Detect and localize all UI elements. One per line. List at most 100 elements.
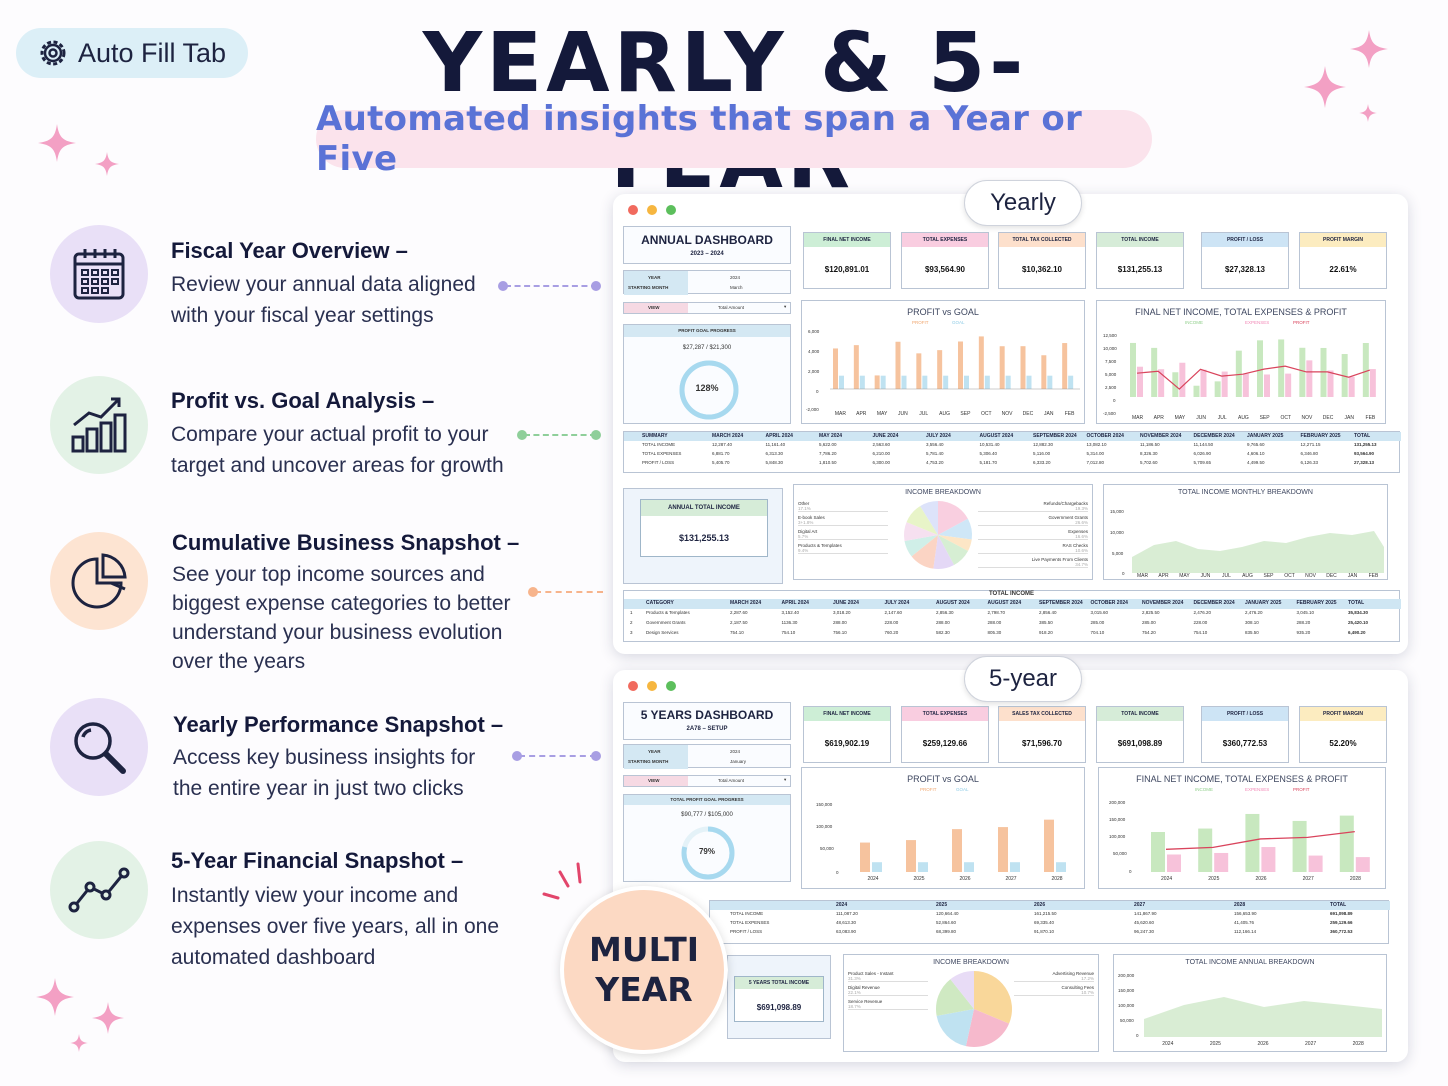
goal-progress-ring xyxy=(681,826,735,880)
year-value[interactable]: 2024 xyxy=(730,749,741,754)
table-header-cell: MAY 2024 xyxy=(819,433,843,439)
year-value[interactable]: 2024 xyxy=(730,275,741,280)
table-cell: 288.00 xyxy=(936,620,950,625)
five-year-total-label: 5 YEARS TOTAL INCOME xyxy=(735,977,823,989)
table-cell: 63,083.90 xyxy=(836,929,857,934)
table-cell: 4,606.10 xyxy=(1247,451,1265,456)
x-tick-label: MAR xyxy=(834,411,846,417)
start-month-value[interactable]: March xyxy=(730,285,743,290)
y-tick: 7,500 xyxy=(1105,359,1117,364)
table-cell: 5,116.00 xyxy=(1033,451,1051,456)
table-cell: 2,856.40 xyxy=(1039,610,1057,615)
kpi-value: $93,564.90 xyxy=(924,265,966,274)
table-cell: 228.00 xyxy=(1193,620,1208,625)
chart-title: TOTAL INCOME MONTHLY BREAKDOWN xyxy=(1178,489,1313,496)
kpi-card: FINAL NET INCOME $619,902.19 xyxy=(803,706,891,763)
table-header-cell: JANUARY 2025 xyxy=(1245,600,1282,606)
window-maximize-dot xyxy=(666,681,676,691)
view-selector[interactable]: VIEW Total Amount ▾ xyxy=(623,775,791,787)
multi-year-line2: YEAR xyxy=(595,970,693,1009)
breakdown-label: Advertising Revenue 17.2% xyxy=(1014,971,1094,982)
x-tick-label: 2027 xyxy=(1005,876,1017,882)
feature-icon-circle xyxy=(50,698,148,796)
x-axis-labels: 2024 2025 2026 2027 2028 xyxy=(850,876,1080,884)
breakdown-label: Other 17.1% xyxy=(798,501,888,512)
legend-income: INCOME xyxy=(1195,787,1213,792)
profit-line xyxy=(1136,365,1371,390)
x-tick-label: JUL xyxy=(919,411,929,417)
kpi-header: TOTAL INCOME xyxy=(1097,707,1183,721)
profit-bar xyxy=(853,345,859,389)
table-header-cell: OCTOBER 2024 xyxy=(1086,433,1124,439)
connector-dot xyxy=(591,281,601,291)
chart-title: FINAL NET INCOME, TOTAL EXPENSES & PROFI… xyxy=(1135,307,1347,317)
income-bar xyxy=(1235,350,1242,397)
summary-table: SUMMARY MARCH 2024 APRIL 2024 MAY 2024 JUNE … xyxy=(623,431,1401,473)
feature-description: Compare your actual profit to your target… xyxy=(171,423,504,477)
table-cell: 754.10 xyxy=(781,630,796,635)
table-cell: 48,613.30 xyxy=(836,920,857,925)
legend-profit: PROFIT xyxy=(920,787,937,792)
x-tick-label: MAY xyxy=(1179,573,1190,579)
dashboard-title-panel: 5 YEARS DASHBOARD 2A78 – SETUP xyxy=(623,702,791,740)
table-cell: 1 xyxy=(630,610,633,615)
connector-line xyxy=(524,434,596,436)
view-selector[interactable]: VIEW Total Amount ▾ xyxy=(623,302,791,314)
x-tick-label: 2024 xyxy=(867,876,879,882)
table-cell: 6,300.00 xyxy=(872,460,891,465)
magnifier-icon xyxy=(74,722,126,774)
table-cell: 756.10 xyxy=(833,630,847,635)
breakdown-label: Government Grants 26.6% xyxy=(978,515,1088,526)
feature-icon-circle xyxy=(50,376,148,474)
goal-bar xyxy=(922,375,928,389)
table-cell: 93,564.90 xyxy=(1354,451,1375,456)
sparkle-icon xyxy=(36,978,74,1016)
monthly-income-chart: TOTAL INCOME MONTHLY BREAKDOWN 15,000 10… xyxy=(1103,484,1388,580)
table-cell: 5,314.00 xyxy=(1086,451,1105,456)
table-cell: 288.20 xyxy=(1296,620,1311,625)
kpi-card: TOTAL INCOME $131,255.13 xyxy=(1096,232,1184,289)
legend-income: INCOME xyxy=(1185,320,1203,325)
kpi-card: PROFIT MARGIN 52.20% xyxy=(1299,706,1387,763)
table-header-row xyxy=(624,432,1401,441)
table-cell: 27,328.13 xyxy=(1354,460,1375,465)
goal-bar xyxy=(1056,862,1066,872)
pie-slice xyxy=(974,971,1012,1024)
x-tick-label: JAN xyxy=(1344,415,1354,421)
table-cell: 7,786.20 xyxy=(819,451,837,456)
y-tick: 0 xyxy=(1113,398,1116,403)
annual-area xyxy=(1144,997,1382,1037)
feature-title: Fiscal Year Overview – xyxy=(171,238,408,263)
income-bar xyxy=(1299,347,1306,397)
breakdown-right-labels: Refunds/Chargebacks 19.3% Government Grant… xyxy=(978,501,1088,571)
kpi-value: 52.20% xyxy=(1329,739,1357,748)
breakdown-label: Products & Templates 9.4% xyxy=(798,543,888,554)
dashboard-range: 2023 – 2024 xyxy=(690,251,724,257)
expense-bar xyxy=(1285,373,1292,397)
table-cell: 3,018.20 xyxy=(833,610,851,615)
profit-vs-goal-chart: PROFIT vs GOAL PROFIT GOAL 6,000 4,000 2… xyxy=(801,300,1085,424)
table-cell: 12,882.30 xyxy=(1033,442,1054,447)
table-cell: 41,405.76 xyxy=(1234,920,1255,925)
table-header-cell: JULY 2024 xyxy=(926,433,951,439)
feature-title: Cumulative Business Snapshot – xyxy=(172,530,520,555)
table-cell: 760.20 xyxy=(884,630,899,635)
legend-expenses: EXPENSES xyxy=(1245,320,1270,325)
goal-bar xyxy=(839,375,844,389)
goal-bar xyxy=(1047,375,1053,389)
kpi-value: $27,328.13 xyxy=(1224,265,1266,274)
tab-yearly[interactable]: Yearly xyxy=(964,180,1082,226)
profit-vs-goal-chart: PROFIT vs GOAL PROFIT GOAL 150,000 100,0… xyxy=(801,767,1085,889)
feature-title: Yearly Performance Snapshot – xyxy=(173,712,504,737)
table-header-cell: AUGUST 2024 xyxy=(979,433,1014,439)
breakdown-left-labels: Product Sales - Instant 31.3% Digital Reve… xyxy=(848,971,928,1013)
y-tick: 100,000 xyxy=(1118,1003,1135,1008)
goal-bar xyxy=(964,862,974,872)
table-cell: Design Services xyxy=(646,630,679,635)
income-bar xyxy=(1172,372,1179,397)
x-tick-label: SEP xyxy=(1263,573,1274,579)
tab-five-year[interactable]: 5-year xyxy=(964,656,1082,702)
start-month-value[interactable]: January xyxy=(730,759,747,764)
pie-slice xyxy=(950,971,974,1009)
table-cell: 2,563.60 xyxy=(872,442,891,447)
